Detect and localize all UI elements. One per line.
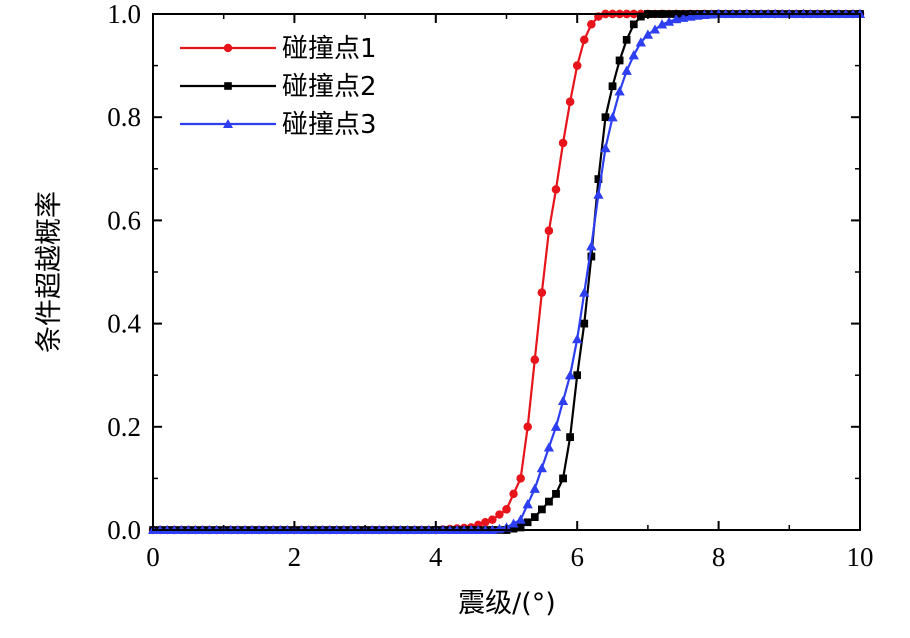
x-axis-title: 震级/(°) (458, 588, 556, 619)
series-3-data-point (657, 19, 668, 29)
series-1-point (495, 510, 504, 519)
series-3-point (664, 16, 675, 26)
series-2-data-point (552, 490, 560, 498)
series-2-data-point (622, 36, 631, 44)
legend: 碰撞点1 碰撞点2 碰撞点3 (180, 34, 377, 140)
series-1-data-point (530, 355, 539, 364)
series-1 (148, 9, 865, 535)
series-3-line (153, 12, 860, 532)
series-1-line (153, 12, 860, 532)
series-2-data-point (580, 319, 589, 328)
series-3-data-point (522, 499, 533, 509)
series-2-data-point (566, 433, 574, 441)
series-2-data-point (615, 56, 624, 65)
y-axis-title: 条件超越概率 (34, 191, 65, 353)
series-2-line (153, 12, 860, 532)
series-3-point (508, 518, 519, 528)
plot-frame (152, 13, 861, 531)
series-2-data-point (516, 523, 525, 532)
legend-label: 碰撞点1 (282, 34, 377, 64)
y-tick-label: 0.8 (107, 102, 141, 132)
series-1-point (509, 489, 518, 499)
series-3-data-point (642, 29, 653, 39)
y-tick-label: 0.4 (107, 309, 141, 339)
legend-label: 碰撞点3 (282, 110, 377, 140)
series-2-data-point (587, 252, 596, 261)
series-3-data-point (628, 50, 639, 60)
series-1-data-point (558, 138, 568, 148)
legend-item-3: 碰撞点3 (180, 110, 377, 140)
legend-item-2: 碰撞点2 (180, 72, 377, 102)
series-1-data-point (587, 20, 596, 29)
x-tick-label: 10 (847, 542, 874, 572)
series-2-point (509, 524, 518, 533)
series-3-point (692, 10, 703, 20)
series-1-data-point (565, 97, 575, 106)
y-tick-label: 1.0 (107, 0, 141, 29)
series-2-data-point (629, 20, 638, 29)
series-3-data-point (572, 334, 583, 344)
series-2 (149, 10, 864, 534)
series-2-data-point (601, 113, 610, 121)
series-1-data-point (523, 422, 532, 431)
series-2-data-point (530, 513, 539, 521)
series-2-data-point (523, 518, 532, 527)
x-tick-label: 0 (146, 542, 160, 572)
series-3-data-point (558, 396, 569, 405)
legend-swatch-marker (223, 43, 233, 53)
series-3-data-point (614, 86, 625, 96)
legend-item-1: 碰撞点1 (180, 34, 377, 64)
series-3 (148, 9, 865, 534)
series-1-data-point (544, 226, 554, 235)
legend-swatch-marker (223, 119, 233, 128)
series-2-data-point (545, 497, 553, 506)
series-3-data-point (529, 483, 540, 493)
series-3-point (678, 12, 689, 22)
series-3-data-point (565, 370, 576, 380)
series-3-data-point (607, 112, 618, 122)
series-2-data-point (594, 175, 603, 183)
series-1-data-point (516, 474, 525, 483)
series-1-data-point (580, 35, 589, 44)
y-tick-label: 0.0 (107, 515, 141, 545)
series-3-data-point (593, 189, 604, 199)
legend-label: 碰撞点2 (282, 72, 377, 102)
series-1-data-point (551, 185, 561, 194)
series-3-data-point (586, 241, 597, 251)
plot-area (148, 9, 865, 535)
series-1-data-point (502, 505, 511, 514)
series-2-data-point (608, 82, 617, 91)
y-tick-label: 0.2 (107, 412, 141, 442)
series-1-data-point (488, 515, 497, 524)
series-3-data-point (671, 14, 682, 24)
series-2-data-point (573, 371, 581, 379)
series-3-point (649, 24, 660, 34)
x-tick-label: 2 (288, 542, 302, 572)
series-3-data-point (543, 442, 554, 452)
series-3-data-point (579, 287, 590, 297)
series-3-data-point (685, 11, 696, 21)
series-1-data-point (573, 61, 582, 70)
series-1-point (481, 518, 490, 527)
x-tick-label: 8 (712, 542, 726, 572)
x-tick-label: 6 (570, 542, 584, 572)
series-3-data-point (515, 514, 526, 524)
x-tick-label: 4 (429, 542, 443, 572)
series-3-data-point (621, 65, 632, 75)
legend-swatch-marker (224, 82, 232, 90)
series-2-data-point (559, 474, 567, 483)
series-3-data-point (536, 463, 547, 473)
series-1-data-point (537, 288, 547, 297)
series-3-data-point (550, 421, 561, 431)
series-3-data-point (600, 143, 611, 153)
series-3-data-point (635, 37, 646, 47)
series-2-data-point (538, 505, 546, 514)
axes: 0 2 4 6 8 10 0.0 0.2 0.4 0.6 0.8 1.0 (107, 0, 873, 572)
y-tick-label: 0.6 (107, 205, 141, 235)
series-2-data-point (637, 12, 645, 21)
